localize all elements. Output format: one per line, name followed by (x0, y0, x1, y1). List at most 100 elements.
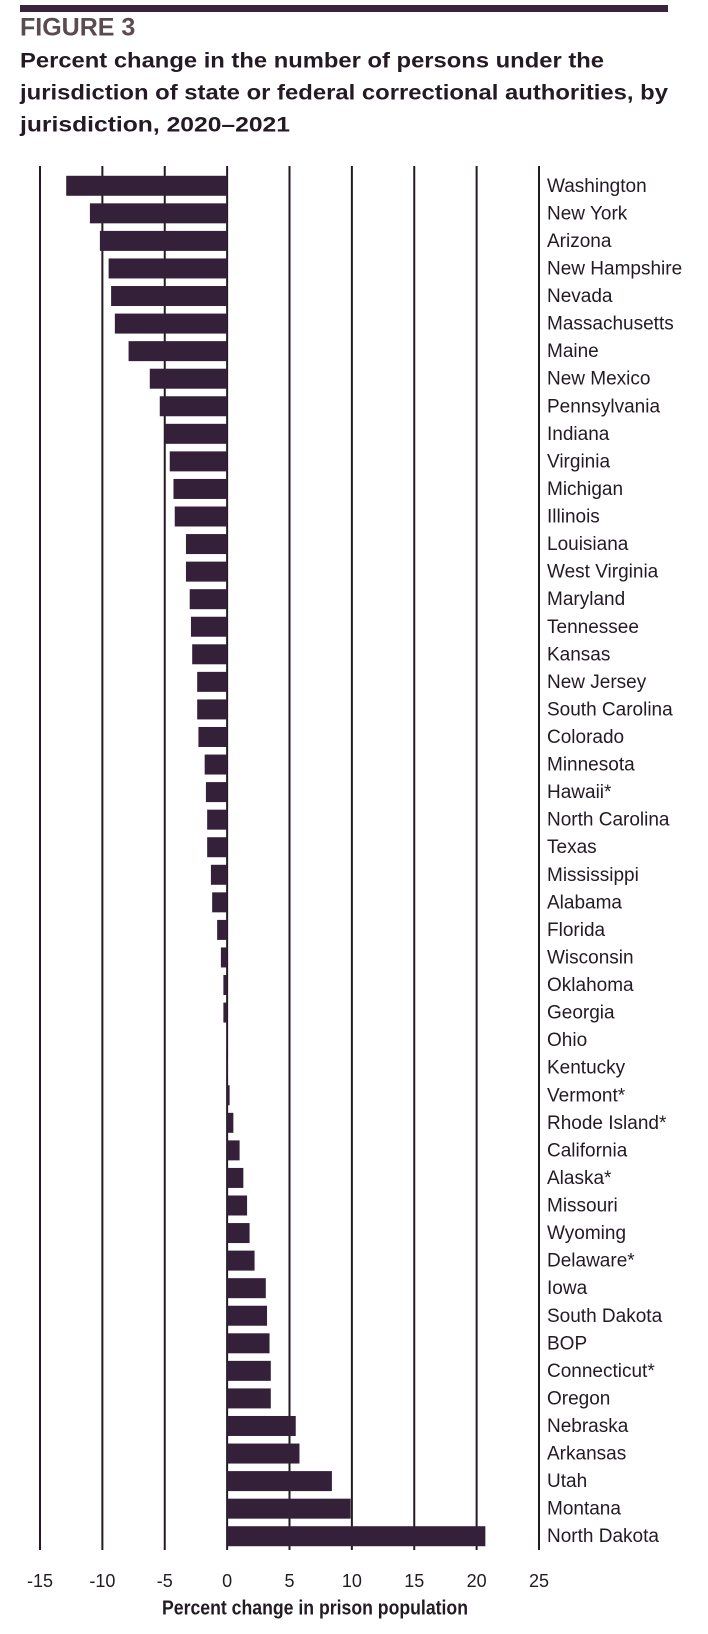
bar (227, 1250, 255, 1271)
category-label: New York (547, 203, 628, 224)
bar (212, 892, 228, 913)
category-label: Maine (547, 341, 599, 362)
category-label: Montana (547, 1499, 621, 1520)
x-tick-label: -10 (89, 1571, 115, 1591)
bar (197, 699, 228, 720)
bar (99, 230, 228, 251)
bar (205, 782, 228, 803)
category-label: Ohio (547, 1030, 587, 1051)
bar (190, 616, 228, 637)
bar (185, 561, 228, 582)
bar (198, 726, 228, 747)
category-label: BOP (547, 1333, 587, 1354)
bar (220, 947, 228, 968)
category-label: California (547, 1140, 628, 1161)
category-label: New Jersey (547, 672, 647, 693)
bar (227, 1305, 268, 1326)
bar (227, 1471, 332, 1492)
x-tick-label: 15 (404, 1571, 424, 1591)
chart-title: jurisdiction, 2020–2021 (19, 114, 291, 137)
bar (227, 1085, 230, 1106)
chart-title: jurisdiction of state or federal correct… (19, 82, 668, 105)
category-label: Kentucky (547, 1058, 626, 1079)
category-label: Arkansas (547, 1444, 626, 1465)
bar (227, 1360, 271, 1381)
x-tick-label: -15 (27, 1571, 53, 1591)
category-label: Maryland (547, 589, 625, 610)
category-label: Vermont* (547, 1085, 626, 1106)
category-label: Wisconsin (547, 947, 634, 968)
category-label: South Dakota (547, 1306, 663, 1327)
category-label: North Carolina (547, 810, 670, 831)
bar (189, 589, 228, 610)
bar (227, 1223, 250, 1244)
x-tick-label: 0 (222, 1571, 232, 1591)
figure-label: FIGURE 3 (20, 14, 135, 42)
category-label: Alaska* (547, 1168, 612, 1189)
bar (149, 368, 228, 389)
bar (111, 286, 228, 307)
bar (227, 1498, 351, 1519)
category-label: Utah (547, 1471, 587, 1492)
category-label: Pennsylvania (547, 396, 660, 417)
category-label: New Mexico (547, 369, 650, 390)
x-tick-label: 5 (284, 1571, 294, 1591)
x-tick-label: 25 (529, 1571, 549, 1591)
x-tick-label: 10 (342, 1571, 362, 1591)
category-label: Wyoming (547, 1223, 626, 1244)
category-label: Arizona (547, 231, 612, 252)
bar (223, 975, 228, 996)
category-label: Massachusetts (547, 314, 674, 335)
category-label: Nebraska (547, 1416, 629, 1437)
bar (108, 258, 228, 279)
bar (227, 1112, 234, 1133)
category-label: Oregon (547, 1388, 610, 1409)
bar (169, 451, 228, 472)
bar (159, 396, 228, 417)
category-label: Minnesota (547, 755, 635, 776)
bar (227, 1526, 486, 1547)
bar (217, 919, 228, 940)
bar (164, 423, 228, 444)
bar (227, 1415, 296, 1436)
bar (185, 534, 228, 555)
category-label: Illinois (547, 507, 600, 528)
category-label: South Carolina (547, 699, 673, 720)
category-label: Nevada (547, 286, 613, 307)
category-label: Georgia (547, 1003, 615, 1024)
bar (227, 1278, 266, 1299)
bar (226, 1030, 228, 1051)
bar (210, 864, 228, 885)
bar (89, 203, 228, 224)
category-label: Virginia (547, 451, 610, 472)
category-label: Delaware* (547, 1251, 635, 1272)
category-label: Washington (547, 176, 647, 197)
bar (192, 644, 228, 665)
x-tick-label: -5 (157, 1571, 173, 1591)
category-label: Oklahoma (547, 975, 634, 996)
category-label: Mississippi (547, 865, 639, 886)
category-label: Louisiana (547, 534, 629, 555)
category-label: Florida (547, 920, 606, 941)
bar (227, 1388, 271, 1409)
category-label: Tennessee (547, 617, 639, 638)
category-label: Connecticut* (547, 1361, 655, 1382)
category-label: Hawaii* (547, 782, 612, 803)
category-label: Colorado (547, 727, 624, 748)
x-axis-label: Percent change in prison population (162, 1597, 468, 1619)
bar (207, 809, 228, 830)
bar (114, 313, 228, 334)
bar (173, 478, 228, 499)
category-label: Texas (547, 837, 597, 858)
category-label: North Dakota (547, 1526, 659, 1547)
category-label: Michigan (547, 479, 623, 500)
bar (207, 837, 228, 858)
bar (204, 754, 228, 775)
chart-title: Percent change in the number of persons … (20, 50, 604, 73)
bar (66, 175, 228, 196)
category-label: Indiana (547, 424, 610, 445)
bar (197, 671, 228, 692)
category-label: Missouri (547, 1196, 618, 1217)
bar (227, 1140, 240, 1161)
